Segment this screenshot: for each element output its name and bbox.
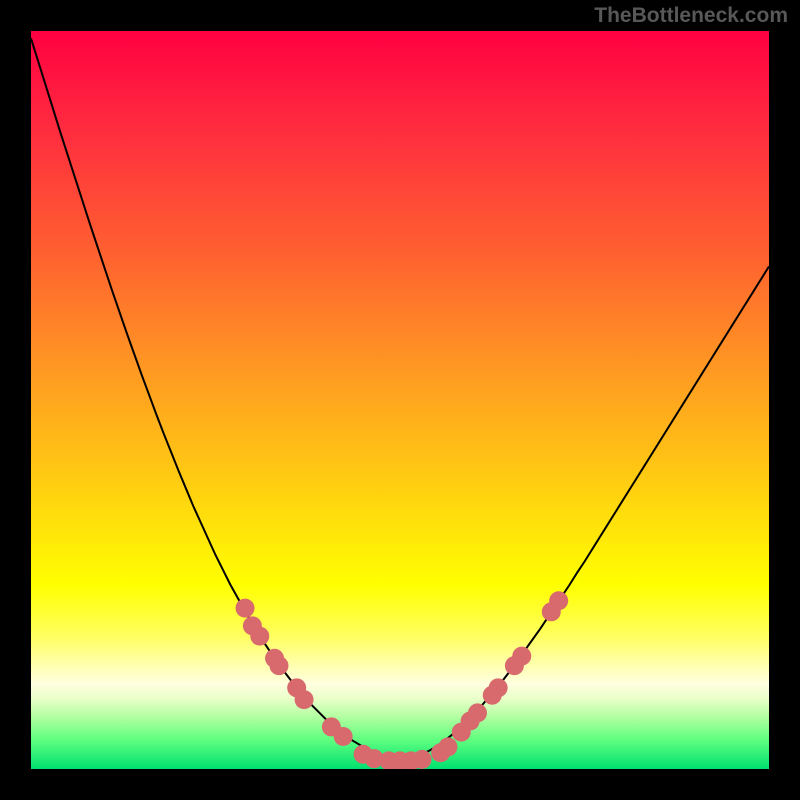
data-marker	[334, 727, 353, 746]
data-marker	[269, 656, 288, 675]
data-marker	[468, 703, 487, 722]
data-marker	[489, 678, 508, 697]
data-marker	[549, 591, 568, 610]
data-marker	[512, 647, 531, 666]
plot-svg	[0, 0, 800, 800]
data-marker	[236, 599, 255, 618]
data-marker	[413, 750, 432, 769]
chart-container: TheBottleneck.com	[0, 0, 800, 800]
plot-background	[31, 31, 769, 769]
data-marker	[295, 690, 314, 709]
data-marker	[250, 627, 269, 646]
data-marker	[438, 737, 457, 756]
watermark-text: TheBottleneck.com	[594, 4, 788, 28]
